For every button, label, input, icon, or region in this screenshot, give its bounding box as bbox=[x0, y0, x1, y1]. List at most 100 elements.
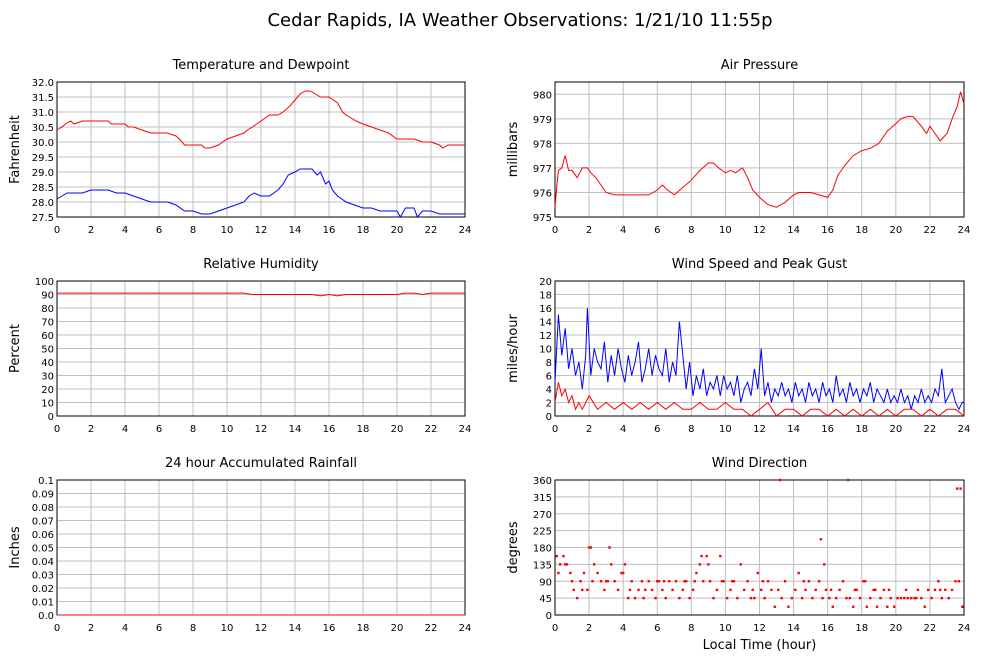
data-point bbox=[916, 588, 920, 592]
x-tick-label: 24 bbox=[958, 424, 971, 435]
data-point bbox=[777, 588, 780, 592]
x-tick-label: 8 bbox=[190, 623, 196, 634]
x-tick-label: 10 bbox=[221, 424, 234, 435]
x-tick-label: 6 bbox=[156, 424, 162, 435]
data-point bbox=[959, 487, 962, 490]
y-tick-label: 315 bbox=[533, 493, 552, 504]
series-line-1 bbox=[56, 168, 465, 219]
data-point bbox=[869, 596, 872, 600]
x-tick-label: 20 bbox=[889, 623, 902, 634]
data-point bbox=[773, 605, 777, 608]
y-tick-label: 28.5 bbox=[32, 183, 54, 194]
data-point bbox=[685, 580, 688, 583]
y-tick-label: 8 bbox=[546, 358, 552, 369]
data-point bbox=[678, 596, 681, 600]
y-tick-label: 0 bbox=[546, 611, 552, 622]
data-point bbox=[947, 596, 950, 600]
data-point bbox=[683, 580, 686, 583]
data-point bbox=[705, 554, 708, 558]
data-point bbox=[761, 580, 765, 583]
x-tick-label: 22 bbox=[924, 225, 937, 236]
x-tick-label: 6 bbox=[156, 225, 162, 236]
humidity-chart: 0 2 4 6 8 10 12 14 16 18 20 22 240102030405060708090… bbox=[8, 257, 471, 435]
data-point bbox=[937, 580, 940, 583]
data-point bbox=[749, 596, 753, 600]
data-point bbox=[656, 580, 659, 583]
data-point bbox=[596, 571, 599, 575]
data-point bbox=[957, 580, 961, 583]
data-point bbox=[575, 596, 579, 600]
direction-chart: 0 2 4 6 8 10 12 14 16 18 20 22 240459013518022527031… bbox=[506, 456, 970, 653]
x-tick-label: 6 bbox=[654, 623, 660, 634]
data-point bbox=[628, 588, 632, 592]
x-tick-label: 2 bbox=[586, 623, 592, 634]
x-axis-label: Local Time (hour) bbox=[703, 638, 817, 653]
x-tick-label: 12 bbox=[753, 623, 766, 634]
chart-title: Wind Direction bbox=[712, 456, 808, 471]
x-tick-label: 16 bbox=[821, 424, 834, 435]
data-point bbox=[742, 588, 746, 592]
data-point bbox=[938, 588, 942, 592]
x-tick-label: 14 bbox=[289, 225, 302, 236]
data-point bbox=[920, 596, 923, 600]
data-point bbox=[739, 563, 742, 566]
y-tick-label: 975 bbox=[533, 213, 552, 224]
x-tick-label: 10 bbox=[221, 225, 234, 236]
data-point bbox=[569, 571, 572, 575]
data-point bbox=[915, 596, 918, 600]
x-tick-label: 12 bbox=[753, 225, 766, 236]
y-tick-label: 0.04 bbox=[32, 557, 54, 568]
data-point bbox=[940, 596, 944, 600]
x-tick-label: 12 bbox=[255, 424, 268, 435]
data-point bbox=[780, 596, 783, 600]
data-point bbox=[763, 596, 766, 600]
data-point bbox=[592, 563, 596, 566]
x-tick-label: 6 bbox=[156, 623, 162, 634]
y-tick-label: 135 bbox=[533, 560, 552, 571]
data-point bbox=[778, 478, 782, 482]
data-point bbox=[644, 588, 647, 592]
x-tick-label: 24 bbox=[459, 225, 472, 236]
y-tick-label: 979 bbox=[533, 115, 552, 126]
data-point bbox=[604, 580, 608, 583]
y-tick-label: 10 bbox=[539, 345, 552, 356]
plot-frame bbox=[554, 479, 965, 616]
data-point bbox=[821, 596, 824, 600]
y-tick-label: 18 bbox=[539, 291, 552, 302]
y-axis-label: Inches bbox=[8, 526, 23, 568]
x-tick-label: 14 bbox=[289, 623, 302, 634]
data-point bbox=[627, 596, 630, 600]
data-point bbox=[565, 563, 569, 566]
x-tick-label: 2 bbox=[586, 424, 592, 435]
data-point bbox=[933, 588, 937, 592]
y-tick-label: 360 bbox=[533, 476, 552, 487]
data-point bbox=[838, 588, 841, 592]
x-tick-label: 0 bbox=[552, 424, 558, 435]
data-point bbox=[874, 588, 877, 592]
data-point bbox=[756, 571, 759, 575]
x-tick-label: 4 bbox=[620, 424, 626, 435]
y-tick-label: 0.0 bbox=[38, 611, 54, 622]
y-tick-label: 20 bbox=[41, 385, 54, 396]
data-point bbox=[927, 588, 930, 592]
data-point bbox=[817, 580, 821, 583]
data-point bbox=[606, 580, 610, 583]
plot-frame bbox=[554, 81, 965, 218]
x-tick-label: 18 bbox=[855, 623, 868, 634]
data-point bbox=[797, 571, 800, 575]
data-point bbox=[589, 546, 592, 549]
data-point bbox=[712, 596, 715, 600]
data-point bbox=[621, 571, 625, 575]
y-tick-label: 32.0 bbox=[32, 78, 54, 89]
data-point bbox=[623, 563, 627, 566]
x-tick-label: 0 bbox=[552, 225, 558, 236]
y-tick-label: 45 bbox=[539, 594, 552, 605]
data-point bbox=[787, 605, 790, 608]
data-point bbox=[610, 563, 613, 566]
y-tick-label: 30.5 bbox=[32, 123, 54, 134]
data-point bbox=[753, 596, 756, 600]
data-point bbox=[841, 580, 845, 583]
data-point bbox=[770, 588, 773, 592]
chart-title: 24 hour Accumulated Rainfall bbox=[165, 456, 357, 471]
